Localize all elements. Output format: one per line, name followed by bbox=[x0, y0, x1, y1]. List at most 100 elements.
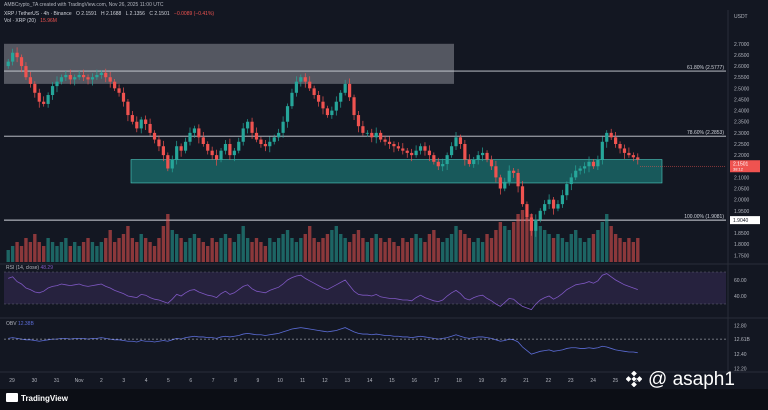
candle-body bbox=[512, 170, 516, 173]
volume-bar bbox=[179, 238, 183, 262]
candle-body bbox=[73, 77, 77, 80]
volume-bar bbox=[436, 238, 440, 262]
volume-bar bbox=[285, 230, 290, 262]
candle-body bbox=[81, 74, 86, 78]
time-tick-label: 18 bbox=[456, 378, 462, 384]
candle-body bbox=[152, 132, 157, 140]
chart-attribution: AMBCrypto_TA created with TradingView.co… bbox=[4, 2, 164, 8]
candle-body bbox=[325, 108, 330, 116]
volume-bar bbox=[578, 238, 582, 262]
volume-bar bbox=[228, 238, 232, 262]
volume-bar bbox=[427, 234, 432, 262]
candle-body bbox=[206, 144, 210, 151]
candle-body bbox=[59, 77, 64, 82]
candle-body bbox=[489, 159, 494, 167]
candle-body bbox=[126, 101, 130, 116]
volume-bar bbox=[95, 246, 99, 262]
candle-body bbox=[560, 195, 565, 205]
volume-bar bbox=[268, 238, 272, 262]
candle-body bbox=[188, 132, 192, 142]
volume-bar bbox=[214, 242, 219, 262]
candle-body bbox=[144, 119, 148, 124]
candle-body bbox=[627, 152, 631, 156]
last-price-tag bbox=[730, 160, 760, 173]
candle-body bbox=[547, 199, 551, 205]
candle-body bbox=[622, 148, 627, 153]
candle-body bbox=[55, 81, 59, 87]
symbol-legend[interactable]: XRP / TetherUS · 4h · Binance O 2.1591 H… bbox=[4, 11, 217, 17]
candle-body bbox=[272, 137, 276, 142]
price-tick-label: 2.1000 bbox=[734, 175, 750, 181]
time-tick-label: 21 bbox=[523, 378, 529, 384]
volume-label[interactable]: Vol · XRP (20) bbox=[4, 18, 36, 24]
volume-bar bbox=[370, 238, 374, 262]
volume-bar bbox=[538, 226, 542, 262]
candle-body bbox=[170, 159, 174, 169]
candle-body bbox=[104, 72, 108, 78]
time-tick-label: 26 bbox=[635, 378, 641, 384]
price-tick-label: 2.6000 bbox=[734, 64, 750, 70]
volume-bar bbox=[276, 238, 281, 262]
candle-body bbox=[507, 170, 511, 182]
candle-body bbox=[374, 132, 378, 138]
price-tick-label: 2.0000 bbox=[734, 198, 750, 204]
candle-body bbox=[117, 88, 121, 93]
candle-body bbox=[183, 141, 188, 151]
volume-bar bbox=[237, 234, 241, 262]
obv-legend[interactable]: OBV 12.38B bbox=[6, 321, 34, 327]
candle-body bbox=[95, 74, 99, 78]
candle-body bbox=[246, 121, 250, 129]
volume-bar bbox=[68, 246, 72, 262]
volume-bar bbox=[143, 238, 148, 262]
candle-body bbox=[268, 141, 272, 147]
price-tick-label: 1.8500 bbox=[734, 231, 750, 237]
candle-body bbox=[445, 155, 449, 165]
volume-bar bbox=[365, 242, 370, 262]
volume-bar bbox=[374, 234, 378, 262]
volume-bar bbox=[77, 246, 81, 262]
time-tick-label: 17 bbox=[434, 378, 440, 384]
volume-bar bbox=[596, 230, 600, 262]
platform-name: TradingView bbox=[21, 394, 68, 403]
price-tick-label: 1.7500 bbox=[734, 253, 750, 259]
volume-bar bbox=[485, 234, 489, 262]
volume-bar bbox=[383, 242, 387, 262]
volume-legend[interactable]: Vol · XRP (20) 15.96M bbox=[4, 18, 60, 24]
volume-bar bbox=[37, 242, 41, 262]
rsi-legend[interactable]: RSI (14, close) 48.29 bbox=[6, 265, 53, 271]
volume-bar bbox=[197, 238, 201, 262]
fib-level-label: 61.80% (2.5777) bbox=[687, 65, 724, 71]
price-tick-label: 2.3000 bbox=[734, 131, 750, 137]
time-tick-label: 31 bbox=[54, 378, 60, 384]
candle-body bbox=[410, 152, 414, 156]
candle-body bbox=[237, 141, 241, 151]
candle-body bbox=[250, 121, 254, 133]
volume-bar bbox=[135, 242, 139, 262]
symbol-name[interactable]: XRP / TetherUS · 4h · Binance bbox=[4, 11, 72, 17]
candle-body bbox=[68, 74, 72, 80]
volume-bar bbox=[201, 242, 205, 262]
volume-bar bbox=[414, 234, 418, 262]
last-price-value: 2.1501 bbox=[733, 162, 749, 168]
candle-body bbox=[467, 159, 471, 165]
volume-bar bbox=[489, 238, 494, 262]
candle-body bbox=[591, 161, 596, 167]
volume-bar bbox=[352, 234, 356, 262]
candle-body bbox=[28, 77, 32, 84]
candle-body bbox=[551, 199, 556, 209]
volume-bar bbox=[467, 238, 471, 262]
price-tick-label: 2.2500 bbox=[734, 142, 750, 148]
volume-bar bbox=[423, 242, 427, 262]
rsi-label[interactable]: RSI (14, close) bbox=[6, 265, 40, 271]
candle-body bbox=[587, 161, 591, 167]
candle-body bbox=[427, 150, 432, 156]
candle-body bbox=[175, 146, 179, 160]
candle-body bbox=[494, 166, 498, 178]
rsi-tick-label: 40.00 bbox=[734, 294, 747, 300]
candle-body bbox=[285, 106, 290, 122]
obv-tick-label: 12.20 bbox=[734, 367, 747, 373]
obv-label[interactable]: OBV bbox=[6, 321, 17, 327]
volume-bar bbox=[409, 238, 414, 262]
candle-body bbox=[130, 115, 134, 122]
